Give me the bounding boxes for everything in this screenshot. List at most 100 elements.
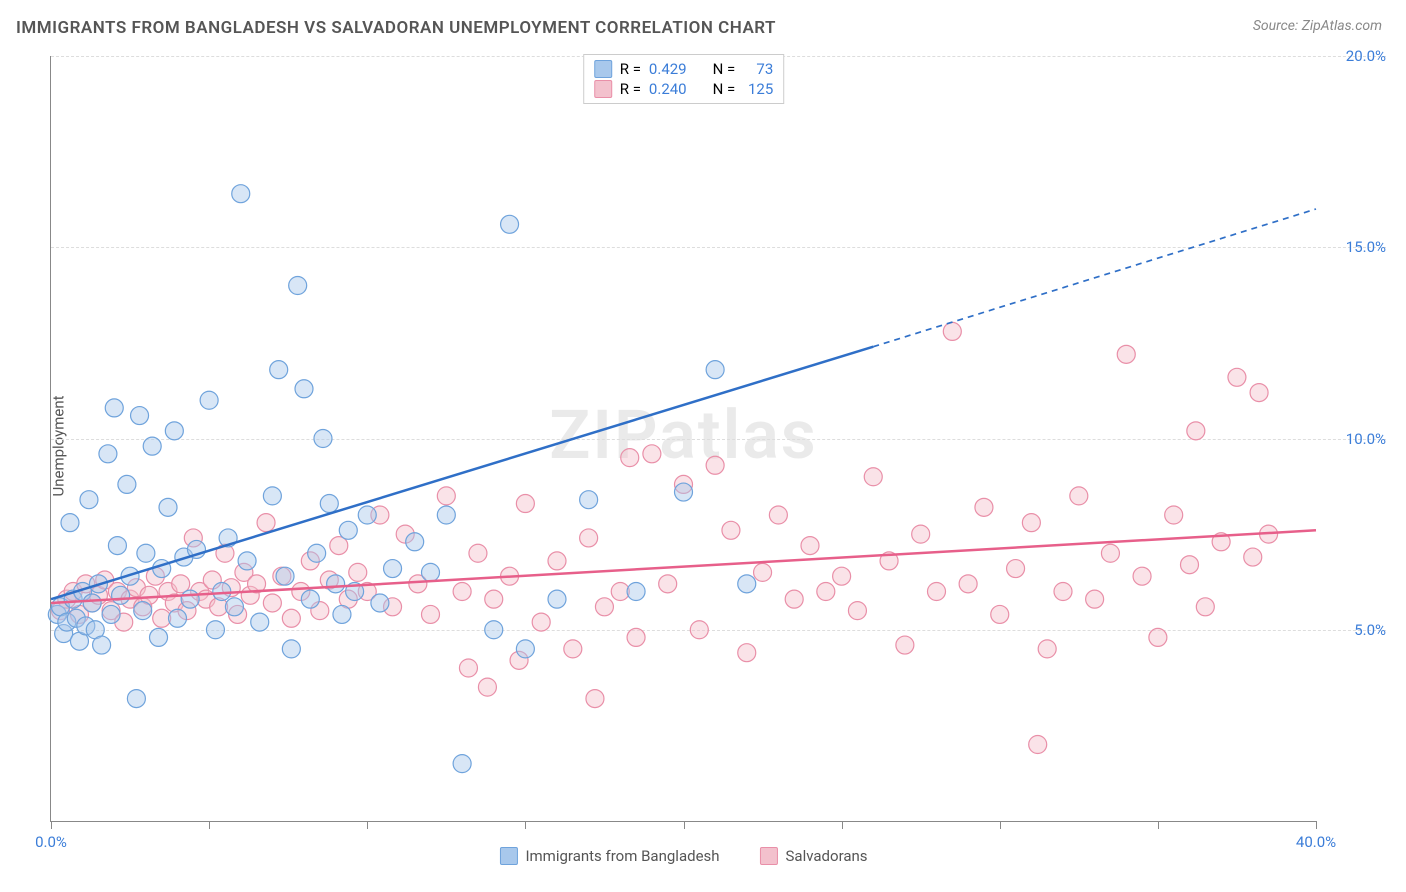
scatter-point-salvadoran: [627, 628, 645, 646]
legend-item-salvadoran: Salvadorans: [760, 847, 868, 865]
scatter-point-salvadoran: [478, 678, 496, 696]
scatter-point-bangladesh: [270, 361, 288, 379]
scatter-point-bangladesh: [150, 628, 168, 646]
chart-title: IMMIGRANTS FROM BANGLADESH VS SALVADORAN…: [16, 18, 776, 38]
scatter-point-salvadoran: [1133, 567, 1151, 585]
scatter-svg: [51, 56, 1316, 821]
scatter-point-salvadoran: [643, 445, 661, 463]
scatter-point-bangladesh: [165, 422, 183, 440]
xtick: [842, 821, 843, 829]
xtick: [1316, 821, 1317, 829]
xtick-label: 0.0%: [35, 833, 67, 851]
scatter-point-bangladesh: [301, 590, 319, 608]
scatter-point-bangladesh: [437, 506, 455, 524]
legend-item-bangladesh: Immigrants from Bangladesh: [499, 847, 719, 865]
scatter-point-salvadoran: [722, 521, 740, 539]
scatter-point-salvadoran: [1165, 506, 1183, 524]
scatter-point-salvadoran: [422, 605, 440, 623]
scatter-point-bangladesh: [308, 544, 326, 562]
scatter-point-salvadoran: [1117, 345, 1135, 363]
scatter-point-bangladesh: [93, 636, 111, 654]
xtick: [209, 821, 210, 829]
scatter-point-salvadoran: [833, 567, 851, 585]
xtick: [1158, 821, 1159, 829]
scatter-point-bangladesh: [108, 537, 126, 555]
regression-line-bangladesh-solid: [51, 347, 873, 599]
scatter-point-bangladesh: [282, 640, 300, 658]
scatter-point-bangladesh: [333, 605, 351, 623]
scatter-point-salvadoran: [564, 640, 582, 658]
plot-area: ZIPatlas 5.0%10.0%15.0%20.0% 0.0%40.0% R…: [50, 56, 1316, 822]
scatter-point-bangladesh: [314, 430, 332, 448]
xtick: [525, 821, 526, 829]
scatter-point-bangladesh: [238, 552, 256, 570]
scatter-point-salvadoran: [1250, 384, 1268, 402]
scatter-point-bangladesh: [738, 575, 756, 593]
scatter-point-salvadoran: [469, 544, 487, 562]
legend-swatch-salvadoran-icon: [760, 847, 778, 865]
scatter-point-bangladesh: [118, 475, 136, 493]
scatter-point-salvadoran: [754, 563, 772, 581]
scatter-point-bangladesh: [61, 514, 79, 532]
scatter-point-bangladesh: [516, 640, 534, 658]
scatter-point-bangladesh: [406, 533, 424, 551]
scatter-point-salvadoran: [437, 487, 455, 505]
scatter-point-salvadoran: [1181, 556, 1199, 574]
scatter-point-salvadoran: [1187, 422, 1205, 440]
scatter-point-salvadoran: [459, 659, 477, 677]
scatter-point-salvadoran: [1007, 560, 1025, 578]
scatter-point-bangladesh: [675, 483, 693, 501]
chart-container: IMMIGRANTS FROM BANGLADESH VS SALVADORAN…: [0, 0, 1406, 892]
scatter-point-salvadoran: [263, 594, 281, 612]
scatter-point-bangladesh: [706, 361, 724, 379]
scatter-point-bangladesh: [251, 613, 269, 631]
scatter-point-salvadoran: [848, 602, 866, 620]
xtick: [51, 821, 52, 829]
scatter-point-bangladesh: [289, 277, 307, 295]
scatter-point-bangladesh: [105, 399, 123, 417]
legend-swatch-bangladesh-icon: [499, 847, 517, 865]
scatter-point-bangladesh: [320, 495, 338, 513]
scatter-point-bangladesh: [295, 380, 313, 398]
scatter-point-salvadoran: [959, 575, 977, 593]
scatter-point-bangladesh: [453, 755, 471, 773]
scatter-point-salvadoran: [738, 644, 756, 662]
xtick: [684, 821, 685, 829]
scatter-point-bangladesh: [371, 594, 389, 612]
scatter-point-salvadoran: [516, 495, 534, 513]
scatter-point-salvadoran: [801, 537, 819, 555]
scatter-point-salvadoran: [1101, 544, 1119, 562]
legend-label-bangladesh: Immigrants from Bangladesh: [525, 847, 719, 865]
scatter-point-bangladesh: [422, 563, 440, 581]
ytick-label: 10.0%: [1326, 430, 1386, 448]
scatter-point-bangladesh: [206, 621, 224, 639]
scatter-point-salvadoran: [785, 590, 803, 608]
ytick-label: 20.0%: [1326, 47, 1386, 65]
scatter-point-salvadoran: [817, 583, 835, 601]
scatter-point-bangladesh: [627, 583, 645, 601]
scatter-point-salvadoran: [595, 598, 613, 616]
scatter-point-bangladesh: [143, 437, 161, 455]
regression-line-bangladesh-dashed: [873, 209, 1316, 347]
scatter-point-bangladesh: [327, 575, 345, 593]
scatter-point-salvadoran: [621, 449, 639, 467]
scatter-point-bangladesh: [102, 605, 120, 623]
scatter-point-salvadoran: [975, 498, 993, 516]
ytick-label: 5.0%: [1326, 621, 1386, 639]
scatter-point-salvadoran: [586, 690, 604, 708]
scatter-point-salvadoran: [485, 590, 503, 608]
ytick-label: 15.0%: [1326, 238, 1386, 256]
scatter-point-bangladesh: [99, 445, 117, 463]
source-label: Source: ZipAtlas.com: [1253, 18, 1382, 34]
scatter-point-salvadoran: [1022, 514, 1040, 532]
scatter-point-salvadoran: [1029, 736, 1047, 754]
scatter-point-bangladesh: [83, 594, 101, 612]
scatter-point-bangladesh: [384, 560, 402, 578]
scatter-point-salvadoran: [282, 609, 300, 627]
scatter-point-salvadoran: [943, 322, 961, 340]
scatter-point-salvadoran: [1054, 583, 1072, 601]
scatter-point-salvadoran: [453, 583, 471, 601]
scatter-point-salvadoran: [1086, 590, 1104, 608]
scatter-point-bangladesh: [80, 491, 98, 509]
scatter-point-bangladesh: [159, 498, 177, 516]
